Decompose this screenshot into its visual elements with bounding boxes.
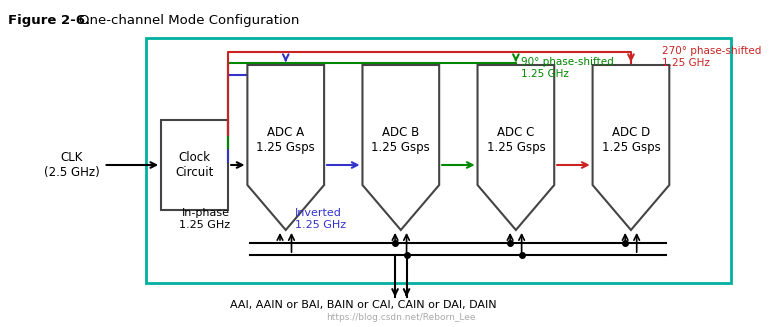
Polygon shape xyxy=(593,65,669,230)
Text: In-phase
1.25 GHz: In-phase 1.25 GHz xyxy=(179,208,230,230)
Text: Clock
Circuit: Clock Circuit xyxy=(176,151,214,179)
Text: 270° phase-shifted
1.25 GHz: 270° phase-shifted 1.25 GHz xyxy=(662,46,761,68)
Polygon shape xyxy=(362,65,439,230)
Bar xyxy=(146,38,730,283)
Text: CLK
(2.5 GHz): CLK (2.5 GHz) xyxy=(44,151,99,179)
Polygon shape xyxy=(247,65,324,230)
Text: ADC C
1.25 Gsps: ADC C 1.25 Gsps xyxy=(486,126,545,154)
Text: Inverted
1.25 GHz: Inverted 1.25 GHz xyxy=(295,208,347,230)
Bar xyxy=(161,120,228,210)
Text: https://blog.csdn.net/Reborn_Lee: https://blog.csdn.net/Reborn_Lee xyxy=(326,313,476,321)
Text: AAI, AAIN or BAI, BAIN or CAI, CAIN or DAI, DAIN: AAI, AAIN or BAI, BAIN or CAI, CAIN or D… xyxy=(230,300,497,310)
Text: 90° phase-shifted
1.25 GHz: 90° phase-shifted 1.25 GHz xyxy=(521,57,613,79)
Text: One-channel Mode Configuration: One-channel Mode Configuration xyxy=(78,14,299,27)
Text: ADC B
1.25 Gsps: ADC B 1.25 Gsps xyxy=(371,126,430,154)
Text: ADC D
1.25 Gsps: ADC D 1.25 Gsps xyxy=(601,126,660,154)
Text: ADC A
1.25 Gsps: ADC A 1.25 Gsps xyxy=(256,126,315,154)
Text: Figure 2-6.: Figure 2-6. xyxy=(8,14,90,27)
Polygon shape xyxy=(478,65,554,230)
